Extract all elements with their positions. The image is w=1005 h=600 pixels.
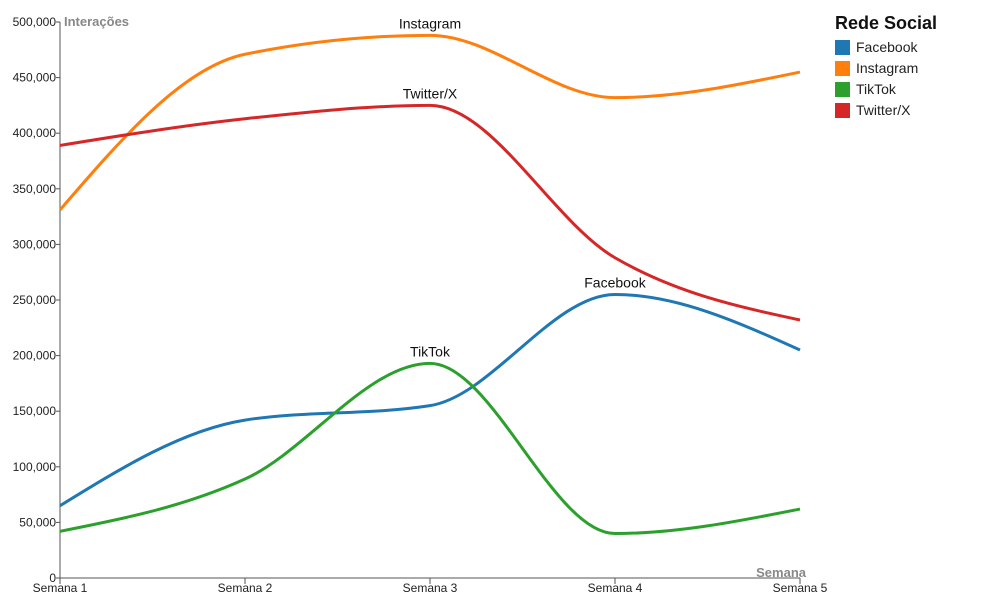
legend-label-facebook: Facebook [856, 39, 918, 55]
series-label-instagram: Instagram [399, 15, 461, 31]
y-tick-label: 450,000 [13, 71, 57, 85]
legend-title: Rede Social [835, 13, 937, 33]
series-line-tiktok [59, 361, 801, 536]
legend-swatch-facebook [835, 40, 850, 55]
y-tick-label: 400,000 [13, 126, 57, 140]
y-tick-label: 50,000 [19, 515, 56, 529]
series-line-instagram [58, 33, 801, 211]
y-tick-label: 200,000 [13, 349, 57, 363]
legend: Rede Social Facebook Instagram TikTok Twitt… [835, 13, 937, 118]
series-labels: Facebook Instagram TikTok Twitter/X [399, 15, 647, 359]
y-tick-label: 250,000 [13, 293, 57, 307]
series-line-twitter-x [59, 103, 801, 322]
legend-label-twitter-x: Twitter/X [856, 102, 911, 118]
x-tick-label: Semana 3 [403, 581, 458, 595]
y-tick-label: 500,000 [13, 15, 57, 29]
x-tick-label: Semana 2 [218, 581, 273, 595]
x-axis-title: Semana [756, 565, 807, 580]
y-tick-label: 350,000 [13, 182, 57, 196]
x-ticks: Semana 1 Semana 2 Semana 3 Semana 4 Semana 5 [33, 578, 828, 595]
legend-label-tiktok: TikTok [856, 81, 897, 97]
series-line-facebook [59, 292, 801, 507]
x-tick-label: Semana 1 [33, 581, 88, 595]
x-axis: Semana 1 Semana 2 Semana 3 Semana 4 Semana 5… [33, 565, 828, 595]
y-axis-title: Interações [64, 14, 129, 29]
series-label-facebook: Facebook [584, 274, 646, 290]
legend-items: Facebook Instagram TikTok Twitter/X [835, 39, 918, 118]
y-tick-label: 150,000 [13, 404, 57, 418]
y-tick-label: 0 [49, 571, 56, 585]
y-tick-label: 100,000 [13, 460, 57, 474]
y-tick-label: 300,000 [13, 237, 57, 251]
legend-swatch-twitter-x [835, 103, 850, 118]
series-label-tiktok: TikTok [410, 343, 451, 359]
legend-swatch-tiktok [835, 82, 850, 97]
x-tick-label: Semana 4 [588, 581, 643, 595]
y-axis: 0 50,000 100,000 150,000 200,000 250,000 300,0… [13, 14, 129, 585]
legend-label-instagram: Instagram [856, 60, 918, 76]
x-tick-label: Semana 5 [773, 581, 828, 595]
series-lines [58, 33, 801, 536]
series-label-twitter-x: Twitter/X [403, 85, 458, 101]
legend-swatch-instagram [835, 61, 850, 76]
y-ticks: 0 50,000 100,000 150,000 200,000 250,000 300,0… [13, 15, 60, 585]
